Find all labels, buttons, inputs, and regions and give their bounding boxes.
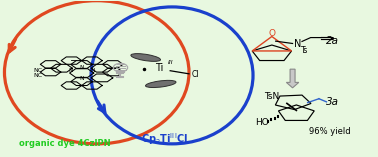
FancyArrow shape [287, 69, 299, 88]
Text: 96% yield: 96% yield [310, 127, 351, 136]
Text: 3a: 3a [325, 97, 339, 107]
Text: N: N [79, 65, 84, 70]
Ellipse shape [131, 54, 161, 61]
Text: Cp$_2$Ti$^{\rm III}$Cl: Cp$_2$Ti$^{\rm III}$Cl [141, 131, 188, 147]
Text: 2a: 2a [325, 36, 339, 46]
Text: organic dye 4CzIPN: organic dye 4CzIPN [19, 139, 110, 148]
Text: N: N [91, 68, 95, 73]
Text: Cl: Cl [192, 70, 199, 79]
Text: N: N [68, 68, 73, 73]
Text: N: N [79, 76, 84, 81]
Text: O: O [268, 29, 275, 38]
Text: Ts: Ts [301, 46, 309, 54]
Text: TsN: TsN [264, 92, 279, 101]
Text: N: N [294, 39, 301, 49]
Ellipse shape [146, 80, 176, 88]
Text: HO: HO [256, 118, 269, 127]
Text: III: III [168, 60, 174, 65]
Text: NC: NC [33, 68, 42, 73]
Text: NC: NC [33, 73, 42, 78]
Text: Ti: Ti [155, 63, 163, 73]
